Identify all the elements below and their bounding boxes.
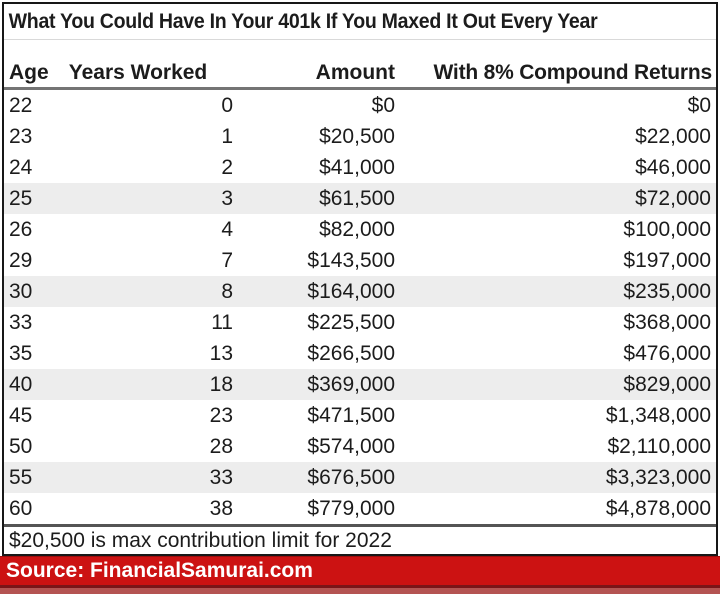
- source-text: Source: FinancialSamurai.com: [0, 556, 720, 585]
- table-row: 22 0 $0 $0: [4, 89, 716, 122]
- table-cell: $779,000: [307, 496, 395, 520]
- table-cell: $369,000: [307, 372, 395, 396]
- table-cell: $368,000: [623, 310, 711, 334]
- table-cell: 24: [9, 155, 33, 179]
- table-row: 50 28 $574,000 $2,110,000: [4, 431, 716, 462]
- table-cell: $41,000: [319, 155, 395, 179]
- table-row: 55 33 $676,500 $3,323,000: [4, 462, 716, 493]
- table-cell: $72,000: [635, 186, 711, 210]
- table-header: Age Years Worked Amount With 8% Compound…: [4, 40, 716, 90]
- table-cell: $574,000: [307, 434, 395, 458]
- column-header-age: Age: [4, 40, 49, 90]
- table-cell: 0: [221, 93, 233, 117]
- table-cell: 45: [9, 403, 33, 427]
- table-cell: $197,000: [623, 248, 711, 272]
- table-cell: $235,000: [623, 279, 711, 303]
- table-cell: $829,000: [623, 372, 711, 396]
- table-cell: $20,500: [319, 124, 395, 148]
- table-cell: 13: [209, 341, 233, 365]
- table-cell: $143,500: [307, 248, 395, 272]
- table-cell: 22: [9, 93, 33, 117]
- table-cell: 55: [9, 465, 33, 489]
- table-cell: 1: [221, 124, 233, 148]
- column-header-compound-returns: With 8% Compound Returns: [395, 40, 716, 90]
- data-table: Age Years Worked Amount With 8% Compound…: [4, 40, 716, 524]
- table-row: 24 2 $41,000 $46,000: [4, 152, 716, 183]
- table-cell: $4,878,000: [605, 496, 711, 520]
- table-cell: $225,500: [307, 310, 395, 334]
- table-row: 35 13 $266,500 $476,000: [4, 338, 716, 369]
- footnote: $20,500 is max contribution limit for 20…: [4, 524, 716, 552]
- table-row: 40 18 $369,000 $829,000: [4, 369, 716, 400]
- table-cell: 35: [9, 341, 33, 365]
- title-row: What You Could Have In Your 401k If You …: [4, 4, 716, 40]
- table-cell: $476,000: [623, 341, 711, 365]
- banner-dark-line: [0, 585, 720, 588]
- table-cell: $2,110,000: [607, 434, 711, 458]
- table-frame: What You Could Have In Your 401k If You …: [2, 2, 718, 556]
- table-cell: 23: [9, 124, 33, 148]
- table-body: 22 0 $0 $0 23 1 $20,500 $22,000 24 2 $41,000 $46,00…: [4, 89, 716, 525]
- table-cell: $82,000: [319, 217, 395, 241]
- table-row: 26 4 $82,000 $100,000: [4, 214, 716, 245]
- table-cell: 3: [221, 186, 233, 210]
- table-cell: $46,000: [635, 155, 711, 179]
- column-header-years-worked: Years Worked: [40, 40, 236, 90]
- table-cell: 38: [209, 496, 233, 520]
- table-cell: 7: [221, 248, 233, 272]
- table-row: 33 11 $225,500 $368,000: [4, 307, 716, 338]
- table-cell: 33: [9, 310, 33, 334]
- header-row: Age Years Worked Amount With 8% Compound…: [4, 40, 716, 90]
- table-cell: $471,500: [307, 403, 395, 427]
- table-cell: 28: [209, 434, 233, 458]
- table-cell: 2: [221, 155, 233, 179]
- table-row: 23 1 $20,500 $22,000: [4, 121, 716, 152]
- table-cell: $0: [371, 93, 395, 117]
- table-cell: $22,000: [635, 124, 711, 148]
- table-cell: $0: [687, 93, 711, 117]
- banner-muted-strip: [0, 588, 720, 594]
- source-banner: Source: FinancialSamurai.com: [0, 556, 720, 594]
- table-cell: 40: [9, 372, 33, 396]
- table-cell: 30: [9, 279, 33, 303]
- table-cell: 60: [9, 496, 33, 520]
- table-cell: $100,000: [623, 217, 711, 241]
- table-cell: $1,348,000: [605, 403, 711, 427]
- page-title: What You Could Have In Your 401k If You …: [8, 10, 598, 33]
- table-cell: 11: [211, 310, 233, 334]
- table-row: 25 3 $61,500 $72,000: [4, 183, 716, 214]
- table-cell: $676,500: [307, 465, 395, 489]
- table-cell: 18: [209, 372, 233, 396]
- table-cell: $266,500: [307, 341, 395, 365]
- table-cell: 26: [9, 217, 33, 241]
- table-row: 29 7 $143,500 $197,000: [4, 245, 716, 276]
- table-cell: $61,500: [319, 186, 395, 210]
- column-header-amount: Amount: [236, 40, 395, 90]
- table-cell: 8: [221, 279, 233, 303]
- table-cell: 33: [209, 465, 233, 489]
- table-cell: 29: [9, 248, 33, 272]
- table-cell: 50: [9, 434, 33, 458]
- table-cell: $164,000: [307, 279, 395, 303]
- table-cell: 4: [221, 217, 233, 241]
- table-cell: 25: [9, 186, 33, 210]
- table-row: 30 8 $164,000 $235,000: [4, 276, 716, 307]
- table-cell: 23: [209, 403, 233, 427]
- table-row: 45 23 $471,500 $1,348,000: [4, 400, 716, 431]
- table-row: 60 38 $779,000 $4,878,000: [4, 493, 716, 524]
- table-cell: $3,323,000: [605, 465, 711, 489]
